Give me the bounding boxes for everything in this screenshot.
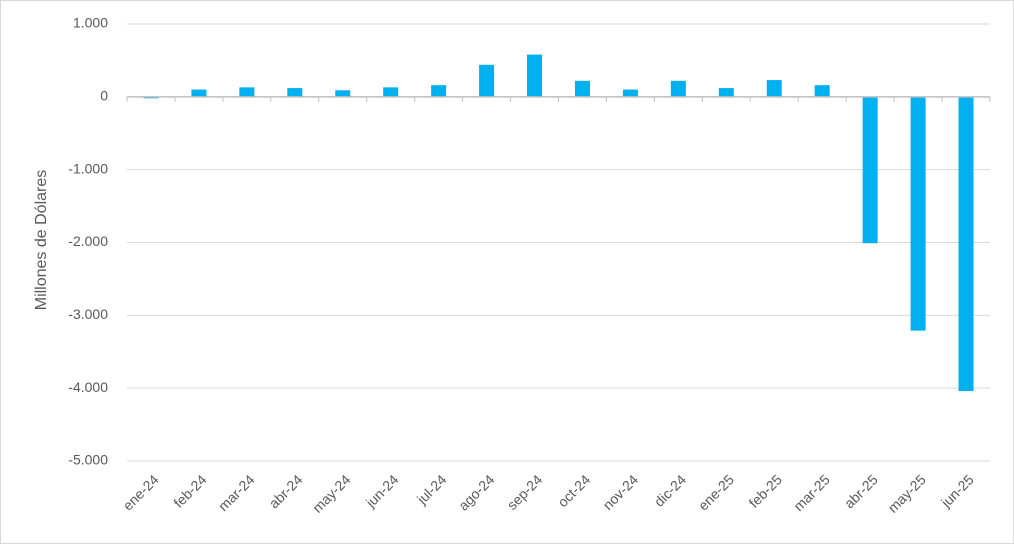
- bar: [239, 87, 255, 97]
- y-tick-label: 0: [100, 88, 108, 104]
- bar: [191, 89, 207, 97]
- y-axis-title: Millones de Dólares: [33, 170, 50, 311]
- bar: [383, 87, 399, 97]
- y-tick-label: -2.000: [68, 233, 108, 249]
- bar: [766, 80, 782, 97]
- bar: [431, 85, 447, 97]
- bar: [479, 64, 495, 97]
- bar: [814, 85, 830, 97]
- bar: [670, 80, 686, 97]
- bar: [574, 80, 590, 97]
- bar: [622, 89, 638, 97]
- bar: [862, 96, 878, 244]
- bar: [335, 90, 351, 97]
- bar: [910, 96, 926, 331]
- bar: [527, 54, 543, 97]
- y-tick-label: -4.000: [68, 379, 108, 395]
- bar: [287, 88, 303, 97]
- y-tick-label: -5.000: [68, 452, 108, 468]
- bar: [718, 88, 734, 97]
- bar: [958, 96, 974, 392]
- y-tick-label: 1.000: [73, 15, 108, 31]
- y-tick-label: -1.000: [68, 160, 108, 176]
- y-tick-label: -3.000: [68, 306, 108, 322]
